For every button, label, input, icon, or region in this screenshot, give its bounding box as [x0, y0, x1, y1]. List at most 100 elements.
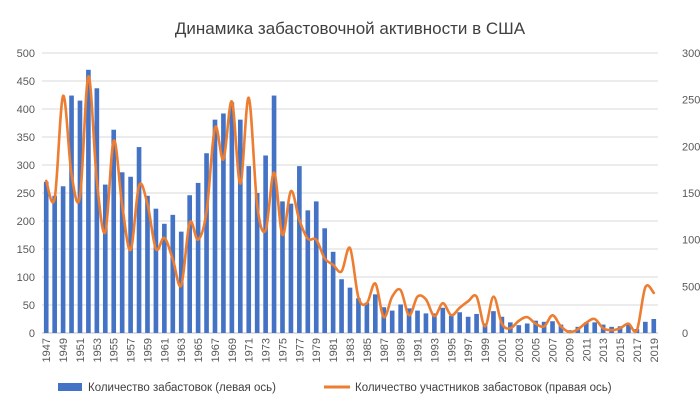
bar — [372, 294, 378, 333]
bar — [626, 324, 631, 333]
line-path — [44, 75, 656, 334]
x-axis-tick-label: 2009 — [564, 338, 576, 362]
x-axis-tick-label: 2003 — [514, 338, 526, 362]
x-axis-tick-label: 2001 — [497, 338, 509, 362]
bar — [128, 176, 133, 333]
bar — [102, 184, 108, 333]
bar — [482, 323, 488, 333]
left-axis-tick-label: 150 — [17, 244, 35, 256]
bar — [347, 287, 353, 333]
left-axis-tick-label: 350 — [17, 132, 35, 144]
x-axis-tick-label: 2017 — [632, 338, 644, 362]
x-axis-tick-label: 1947 — [41, 338, 53, 362]
bar — [558, 324, 564, 333]
left-axis-tick-label: 300 — [17, 160, 35, 172]
left-axis-tick-label: 100 — [17, 272, 35, 284]
bar — [263, 155, 268, 333]
bar — [457, 312, 463, 333]
bar — [162, 223, 167, 333]
bar — [592, 322, 598, 333]
right-axis-tick-label: 2000 — [682, 141, 700, 153]
bar — [448, 315, 454, 333]
bar — [474, 313, 479, 333]
bar — [187, 195, 192, 333]
x-axis-tick-label: 1987 — [379, 338, 391, 362]
right-axis-tick-label: 1000 — [682, 235, 700, 247]
x-axis-tick-label: 1993 — [429, 338, 441, 362]
left-axis-tick-label: 250 — [17, 188, 35, 200]
bar-series — [43, 69, 657, 334]
right-axis-tick-label: 1500 — [682, 188, 700, 200]
left-axis-tick-label: 450 — [17, 76, 35, 88]
right-axis-tick-label: 3000 — [682, 48, 700, 60]
right-axis-tick-label: 0 — [682, 328, 688, 340]
right-axis: 0 500 1000 1500 2000 2500 3000 — [682, 48, 700, 340]
bar — [381, 307, 387, 333]
x-axis-tick-label: 1955 — [109, 338, 121, 362]
bar — [583, 322, 589, 333]
x-axis-tick-label: 1965 — [193, 338, 205, 362]
legend: Количество забастовок (левая ось) Количе… — [58, 382, 612, 394]
bar — [415, 310, 420, 333]
right-axis-tick-label: 2500 — [682, 95, 700, 107]
right-axis-tick-label: 500 — [682, 281, 700, 293]
chart-title: Динамика забастовочной активности в США — [175, 19, 526, 38]
x-axis-tick-label: 1957 — [126, 338, 138, 362]
bar — [94, 88, 100, 333]
legend-label-line: Количество участников забастовок (правая… — [355, 382, 612, 394]
bar — [237, 119, 243, 333]
bar — [643, 321, 648, 333]
x-axis-tick-label: 1953 — [92, 338, 104, 362]
bar — [533, 320, 538, 333]
x-axis-tick-label: 1979 — [311, 338, 323, 362]
bar — [406, 308, 412, 333]
bar — [69, 95, 74, 333]
x-axis-tick-label: 2013 — [598, 338, 610, 362]
x-axis-tick-label: 1969 — [227, 338, 239, 362]
legend-swatch-bars — [58, 383, 82, 391]
bar — [111, 129, 117, 333]
bar — [398, 304, 403, 333]
bar — [440, 307, 446, 333]
x-axis-tick-label: 1977 — [294, 338, 306, 362]
bar — [52, 195, 57, 333]
bar — [491, 311, 496, 333]
x-axis-tick-label: 1959 — [142, 338, 154, 362]
bar — [339, 279, 344, 333]
bar — [145, 195, 150, 333]
bar — [195, 182, 201, 333]
bar — [356, 298, 361, 333]
x-axis-tick-label: 1949 — [58, 338, 70, 362]
x-axis-tick-label: 2015 — [615, 338, 627, 362]
left-axis-tick-label: 0 — [29, 328, 35, 340]
x-axis-tick-label: 2005 — [531, 338, 543, 362]
x-axis-tick-label: 1999 — [480, 338, 492, 362]
bar — [254, 193, 260, 333]
bar — [153, 208, 159, 333]
bar — [43, 181, 49, 333]
x-axis-tick-label: 1951 — [75, 338, 87, 362]
bar — [60, 186, 66, 333]
line-series — [44, 75, 656, 334]
bar — [212, 119, 218, 333]
bar — [170, 214, 176, 333]
left-axis-tick-label: 200 — [17, 216, 35, 228]
bar — [297, 166, 302, 333]
bar — [550, 321, 555, 333]
bar — [77, 100, 83, 333]
bar — [432, 313, 437, 333]
x-axis-tick-label: 1973 — [261, 338, 273, 362]
bar — [288, 203, 294, 333]
x-axis-tick-label: 2007 — [548, 338, 560, 362]
x-axis-tick-label: 1967 — [210, 338, 222, 362]
bar — [651, 319, 657, 333]
left-axis-tick-label: 50 — [23, 300, 35, 312]
x-axis-tick-label: 1989 — [396, 338, 408, 362]
x-axis-tick-label: 1975 — [277, 338, 289, 362]
bar — [330, 251, 336, 333]
left-axis-tick-label: 400 — [17, 104, 35, 116]
bar — [322, 228, 328, 333]
x-axis-tick-label: 1985 — [362, 338, 374, 362]
x-axis: 1947 1949 1951 1953 1955 1957 1959 1961 1963 1965… — [41, 338, 661, 362]
